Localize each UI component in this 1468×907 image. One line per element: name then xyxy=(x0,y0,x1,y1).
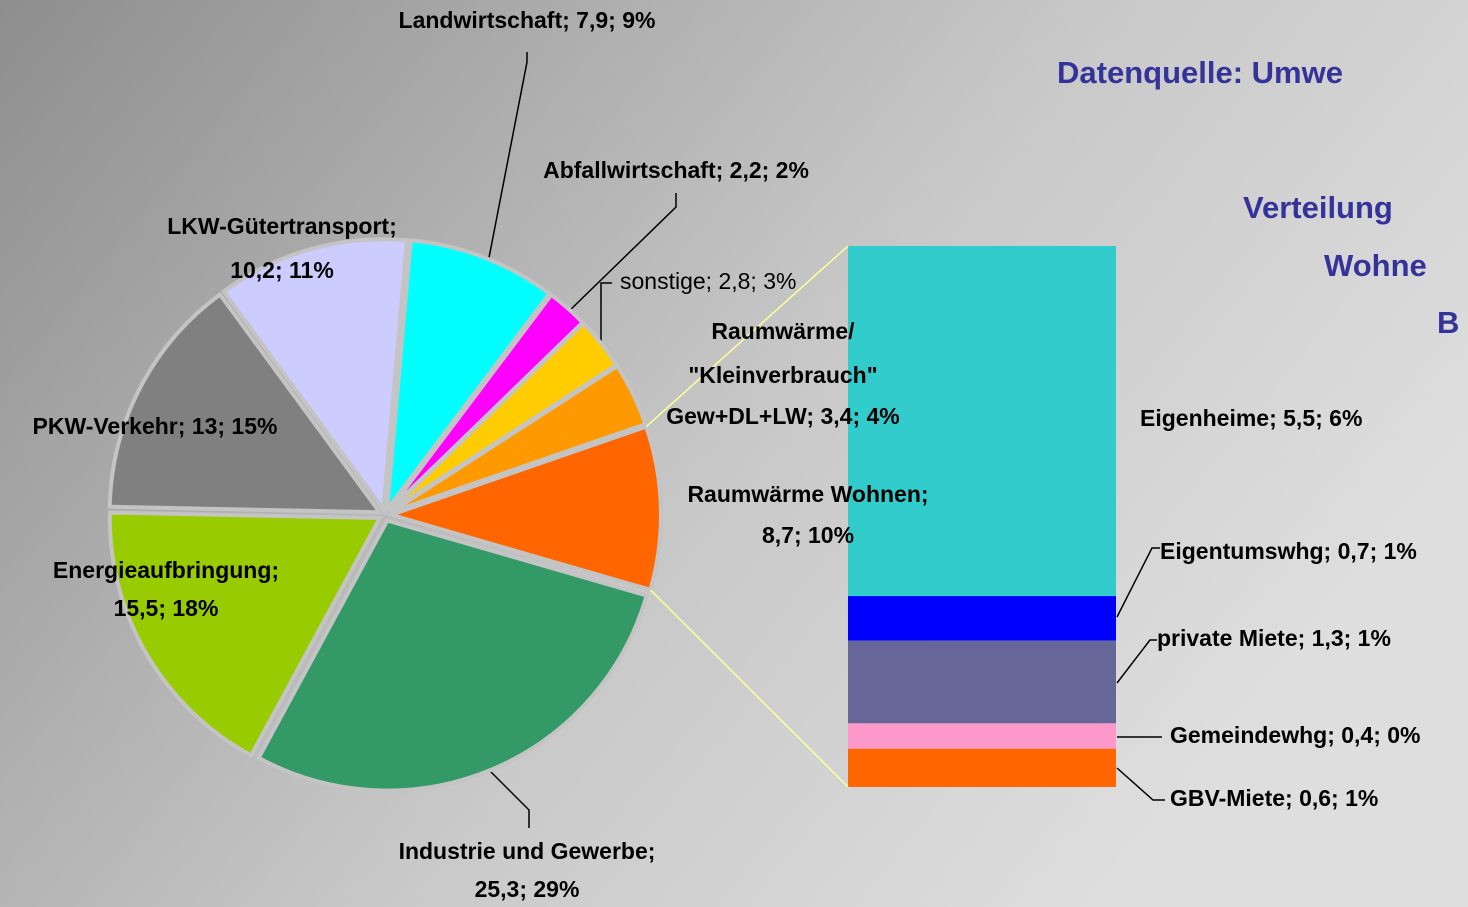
data-label: Abfallwirtschaft; 2,2; 2% xyxy=(543,157,809,183)
data-label: "Kleinverbrauch" xyxy=(688,362,877,388)
bar-segment xyxy=(848,640,1116,724)
pie-slice xyxy=(220,237,410,515)
leader-line xyxy=(1116,767,1165,801)
connector xyxy=(645,245,849,428)
data-label: LKW-Gütertransport; xyxy=(167,213,397,239)
data-label: PKW-Verkehr; 13; 15% xyxy=(33,413,278,439)
title: B xyxy=(1437,305,1459,340)
title: Wohne xyxy=(1324,248,1427,283)
bar-segment xyxy=(848,723,1116,749)
leader-line xyxy=(1116,547,1160,618)
data-label: Gemeindewhg; 0,4; 0% xyxy=(1170,722,1421,748)
pie-slice xyxy=(384,238,553,517)
bar-segment xyxy=(848,246,1116,597)
leader-line xyxy=(600,282,612,352)
title: Verteilung xyxy=(1243,190,1393,225)
pie-slice xyxy=(384,424,663,593)
data-label: 25,3; 29% xyxy=(475,876,580,902)
pie-slice xyxy=(389,363,649,515)
leader-line xyxy=(1116,639,1157,684)
pie-slice xyxy=(107,510,384,759)
data-label: 10,2; 11% xyxy=(230,257,334,283)
bar-segment xyxy=(848,596,1116,641)
data-label: Gew+DL+LW; 3,4; 4% xyxy=(666,403,899,429)
connector xyxy=(649,589,849,788)
title: Datenquelle: Umwe xyxy=(1057,55,1343,90)
data-label: Raumwärme Wohnen; xyxy=(687,481,928,507)
bar-segment xyxy=(848,748,1116,787)
leader-line xyxy=(486,52,528,269)
pie-slice xyxy=(255,518,650,793)
data-label: 15,5; 18% xyxy=(114,595,219,621)
data-label: Eigentumswhg; 0,7; 1% xyxy=(1160,538,1417,564)
data-label: Landwirtschaft; 7,9; 9% xyxy=(399,7,656,33)
leader-line xyxy=(564,193,677,316)
data-label: GBV-Miete; 0,6; 1% xyxy=(1170,785,1378,811)
data-label: private Miete; 1,3; 1% xyxy=(1157,625,1391,651)
data-label: Energieaufbringung; xyxy=(53,557,279,583)
pie-slice xyxy=(107,291,384,515)
leader-line xyxy=(486,767,530,828)
data-label: sonstige; 2,8; 3% xyxy=(620,268,796,294)
data-label: 8,7; 10% xyxy=(762,522,854,548)
data-label: Raumwärme/ xyxy=(711,318,855,344)
data-label: Eigenheime; 5,5; 6% xyxy=(1140,405,1362,431)
data-label: Industrie und Gewerbe; xyxy=(399,838,656,864)
